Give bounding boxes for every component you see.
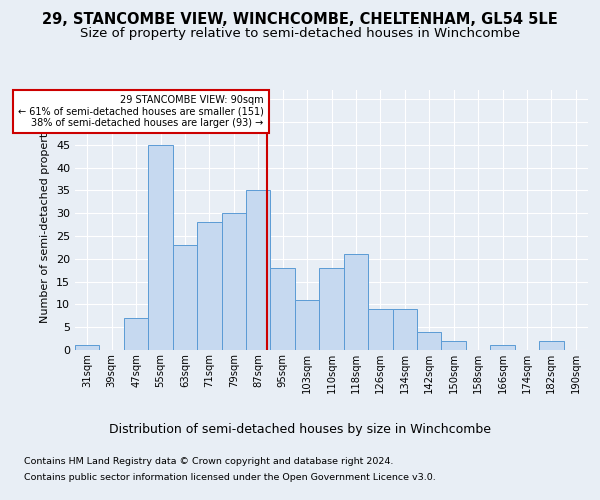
Bar bbox=[221, 213, 246, 350]
Bar bbox=[417, 332, 442, 350]
Bar bbox=[319, 268, 344, 350]
Y-axis label: Number of semi-detached properties: Number of semi-detached properties bbox=[40, 117, 50, 323]
Bar bbox=[490, 346, 515, 350]
Bar bbox=[148, 144, 173, 350]
Bar bbox=[295, 300, 319, 350]
Bar bbox=[246, 190, 271, 350]
Text: Size of property relative to semi-detached houses in Winchcombe: Size of property relative to semi-detach… bbox=[80, 28, 520, 40]
Bar bbox=[368, 309, 392, 350]
Text: Contains HM Land Registry data © Crown copyright and database right 2024.: Contains HM Land Registry data © Crown c… bbox=[24, 458, 394, 466]
Bar bbox=[442, 341, 466, 350]
Text: 29, STANCOMBE VIEW, WINCHCOMBE, CHELTENHAM, GL54 5LE: 29, STANCOMBE VIEW, WINCHCOMBE, CHELTENH… bbox=[42, 12, 558, 28]
Text: 29 STANCOMBE VIEW: 90sqm
← 61% of semi-detached houses are smaller (151)
38% of : 29 STANCOMBE VIEW: 90sqm ← 61% of semi-d… bbox=[18, 94, 264, 128]
Bar bbox=[392, 309, 417, 350]
Text: Contains public sector information licensed under the Open Government Licence v3: Contains public sector information licen… bbox=[24, 472, 436, 482]
Bar bbox=[344, 254, 368, 350]
Bar bbox=[197, 222, 221, 350]
Bar bbox=[173, 245, 197, 350]
Bar bbox=[271, 268, 295, 350]
Bar bbox=[539, 341, 563, 350]
Text: Distribution of semi-detached houses by size in Winchcombe: Distribution of semi-detached houses by … bbox=[109, 422, 491, 436]
Bar bbox=[124, 318, 148, 350]
Bar bbox=[75, 346, 100, 350]
